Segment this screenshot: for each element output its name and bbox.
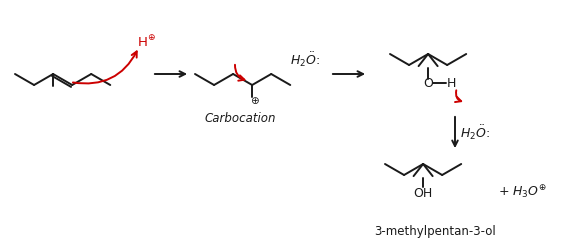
Text: 3-methylpentan-3-ol: 3-methylpentan-3-ol (374, 225, 496, 238)
Text: OH: OH (414, 186, 433, 199)
Text: O: O (423, 77, 433, 90)
Text: $\oplus$: $\oplus$ (147, 32, 156, 42)
Text: $\oplus$: $\oplus$ (251, 94, 260, 105)
Text: Carbocation: Carbocation (204, 111, 276, 124)
Text: $+$ $H_3O^{\oplus}$: $+$ $H_3O^{\oplus}$ (498, 183, 547, 200)
Text: $H_2\ddot{O}$:: $H_2\ddot{O}$: (290, 50, 320, 69)
Text: $H_2\ddot{O}$:: $H_2\ddot{O}$: (460, 123, 490, 142)
Text: H: H (138, 35, 148, 48)
Text: H: H (447, 77, 457, 90)
